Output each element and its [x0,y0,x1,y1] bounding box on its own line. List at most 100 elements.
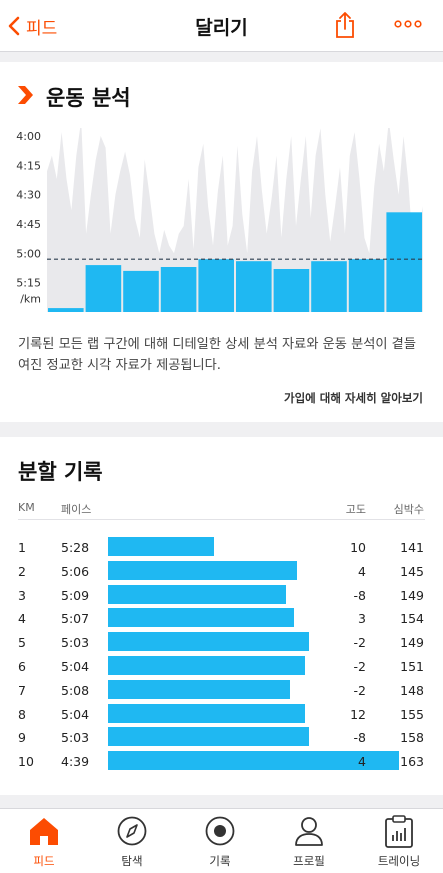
chart-bar [311,261,347,312]
chart-y-tick: 4:00 [16,130,41,143]
chevron-accent-icon [18,86,33,104]
more-dots-icon[interactable] [394,16,422,32]
chart-y-unit: /km [20,293,41,306]
header-km: KM [18,501,35,514]
chevron-left-icon [8,16,20,36]
analysis-description: 기록된 모든 랩 구간에 대해 디테일한 상세 분석 자료와 운동 분석이 곁들… [18,337,416,373]
split-km: 1 [18,540,26,555]
split-pace: 5:04 [61,706,90,722]
split-heart-rate: 141 [400,540,424,555]
split-elevation: -8 [353,730,366,746]
split-elevation: -8 [353,587,366,603]
split-row: 10 4:39 4 163 [0,751,443,773]
record-icon [205,816,235,846]
split-pace-bar [108,656,305,675]
split-pace-bar [108,751,400,771]
split-elevation: -2 [353,635,366,651]
header-heart-rate: 심박수 [393,503,424,516]
split-heart-rate: 155 [400,706,424,722]
nav-training[interactable]: 트레이닝 [355,809,443,873]
chart-y-tick: 4:30 [16,189,41,202]
split-pace-bar [108,679,290,699]
split-pace-bar [108,584,287,604]
split-km: 5 [18,635,26,651]
split-row: 7 5:08 -2 148 [0,679,443,702]
split-km: 7 [18,682,26,698]
split-heart-rate: 151 [400,659,424,674]
chart-bar [123,270,159,312]
nav-profile[interactable]: 프로필 [265,809,353,873]
analysis-title: 운동 분석 [46,86,131,110]
split-elevation: -2 [353,659,366,674]
chart-bar [198,259,234,312]
bottom-nav: 피드 탐색 기록 프로필 트레이닝 [0,808,443,873]
learn-more-link[interactable]: 가입에 대해 자세히 알아보기 [284,391,423,405]
splits-title: 분할 기록 [18,460,103,484]
share-icon[interactable] [333,11,357,39]
split-pace: 5:04 [61,659,90,674]
split-pace-bar [108,608,294,628]
split-pace-bar [108,537,215,556]
top-bar: 피드 달리기 [0,0,443,52]
profile-icon [295,817,323,846]
nav-explore[interactable]: 탐색 [88,809,176,873]
split-pace: 5:03 [61,730,90,746]
split-row: 2 5:06 4 145 [0,560,443,583]
split-pace-bar [108,560,298,580]
nav-label: 프로필 [293,854,325,868]
split-row: 1 5:28 10 141 [0,537,443,559]
split-pace: 5:09 [61,587,90,603]
nav-label: 기록 [209,854,231,868]
chart-y-tick: 5:00 [16,247,41,260]
split-elevation: 12 [350,706,366,722]
split-heart-rate: 149 [400,635,424,651]
home-icon [30,818,58,845]
split-pace: 5:08 [61,682,90,698]
header-divider [18,519,425,520]
split-elevation: -2 [353,682,366,698]
split-pace-bar [108,632,309,652]
split-pace: 5:28 [61,540,90,555]
split-row: 5 5:03 -2 149 [0,632,443,654]
page-title: 달리기 [195,17,248,39]
chart-y-tick: 4:45 [16,218,41,231]
chart-bar [386,212,422,312]
nav-label: 탐색 [121,854,143,868]
header-pace: 페이스 [61,503,92,516]
back-label: 피드 [26,18,58,39]
split-row: 4 5:07 3 154 [0,608,443,630]
back-button[interactable]: 피드 [8,12,57,40]
chart-bar [236,261,272,312]
split-pace: 4:39 [61,754,90,770]
header-elevation: 고도 [345,503,366,516]
split-elevation: 10 [350,540,366,555]
chart-bar [160,267,197,312]
split-row: 8 5:04 12 155 [0,703,443,726]
split-heart-rate: 154 [400,611,424,627]
split-km: 10 [18,754,34,770]
split-km: 9 [18,730,26,746]
split-km: 6 [18,659,26,674]
split-elevation: 4 [358,754,366,770]
split-heart-rate: 163 [400,754,424,770]
split-km: 4 [18,611,26,627]
training-clipboard-icon [385,815,413,848]
split-pace-bar [108,703,305,723]
split-pace: 5:06 [61,563,90,579]
split-row: 3 5:09 -8 149 [0,584,443,607]
split-heart-rate: 145 [400,563,424,579]
nav-record[interactable]: 기록 [176,809,264,873]
pace-chart: 4:00 4:15 4:30 4:45 5:00 5:15/km [16,128,423,312]
chart-bar [348,259,385,312]
chart-y-tick: 4:15 [16,159,41,172]
split-elevation: 3 [358,611,366,627]
chart-y-tick: 5:15 [16,277,41,290]
split-heart-rate: 148 [400,682,424,698]
chart-bar [48,308,84,312]
split-heart-rate: 149 [400,587,424,603]
split-km: 8 [18,706,26,722]
split-pace: 5:03 [61,635,90,651]
split-pace: 5:07 [61,611,90,627]
split-km: 2 [18,563,26,579]
nav-feed[interactable]: 피드 [0,809,88,873]
